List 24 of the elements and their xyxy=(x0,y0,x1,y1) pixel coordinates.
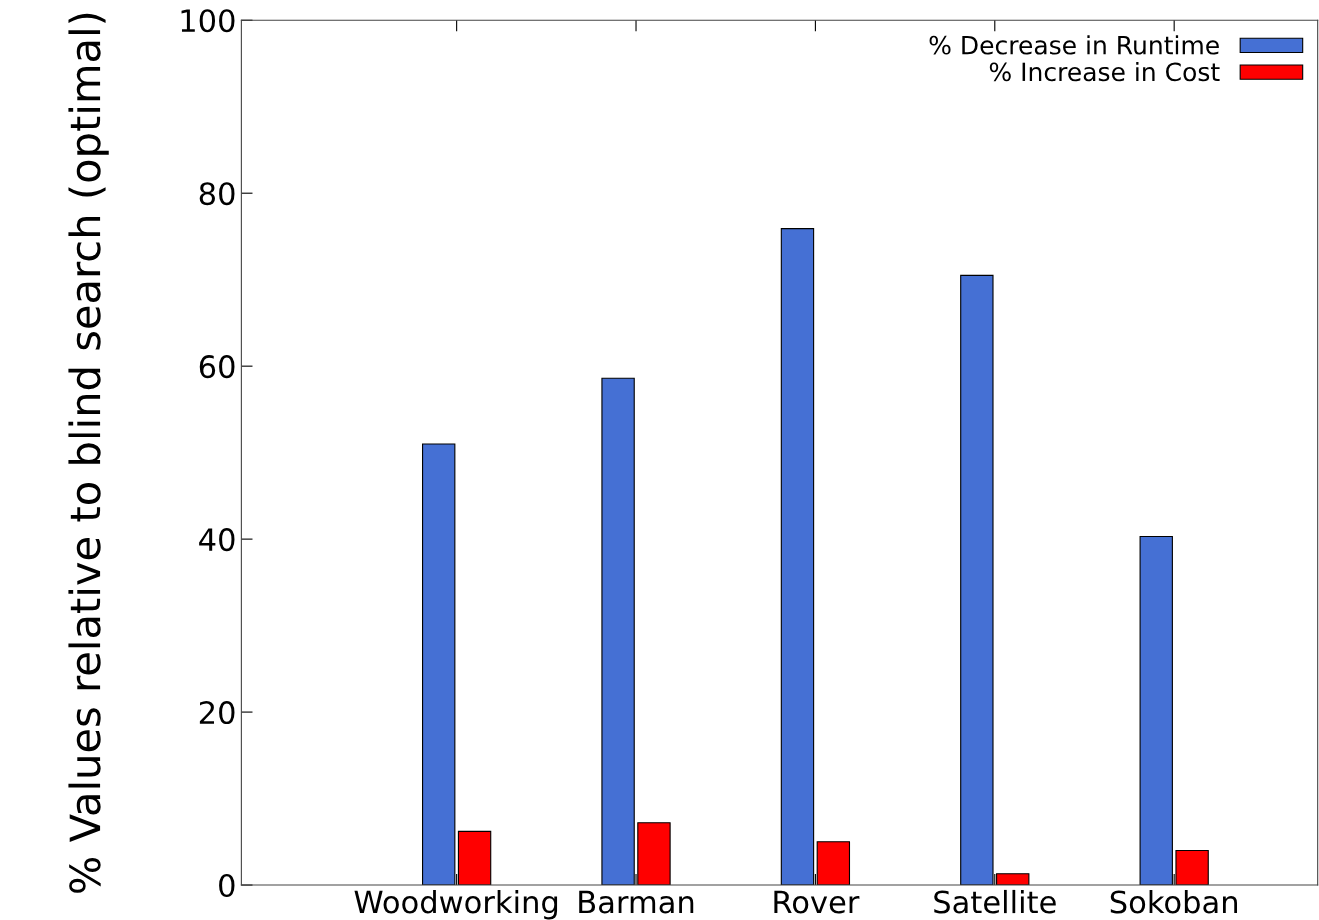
y-tick-label: 0 xyxy=(219,873,235,898)
bar xyxy=(1139,535,1173,886)
bar xyxy=(960,274,994,886)
bar xyxy=(996,873,1030,886)
x-tick-label: Satellite xyxy=(934,889,1056,914)
bar xyxy=(780,228,815,886)
x-tick-label: Woodworking xyxy=(354,889,558,920)
bar xyxy=(816,841,851,886)
y-tick-label: 20 xyxy=(199,701,235,725)
x-tick-label: Sokoban xyxy=(1110,889,1238,914)
bar xyxy=(421,443,456,886)
y-tick-label: 100 xyxy=(181,9,235,33)
y-axis-title: % Values relative to blind search (optimal) xyxy=(68,13,109,893)
x-tick-label: Rover xyxy=(774,890,860,914)
legend-label: % Decrease in Runtime xyxy=(929,35,1219,55)
y-tick-label: 40 xyxy=(199,528,235,552)
y-tick-label: 80 xyxy=(199,182,235,206)
bar xyxy=(601,377,635,886)
bar xyxy=(1175,849,1209,886)
legend-label: % Increase in Cost xyxy=(989,61,1220,82)
bar xyxy=(637,822,671,886)
x-tick-label: Barman xyxy=(579,890,694,914)
bar xyxy=(457,830,492,886)
y-tick-label: 60 xyxy=(199,355,235,379)
